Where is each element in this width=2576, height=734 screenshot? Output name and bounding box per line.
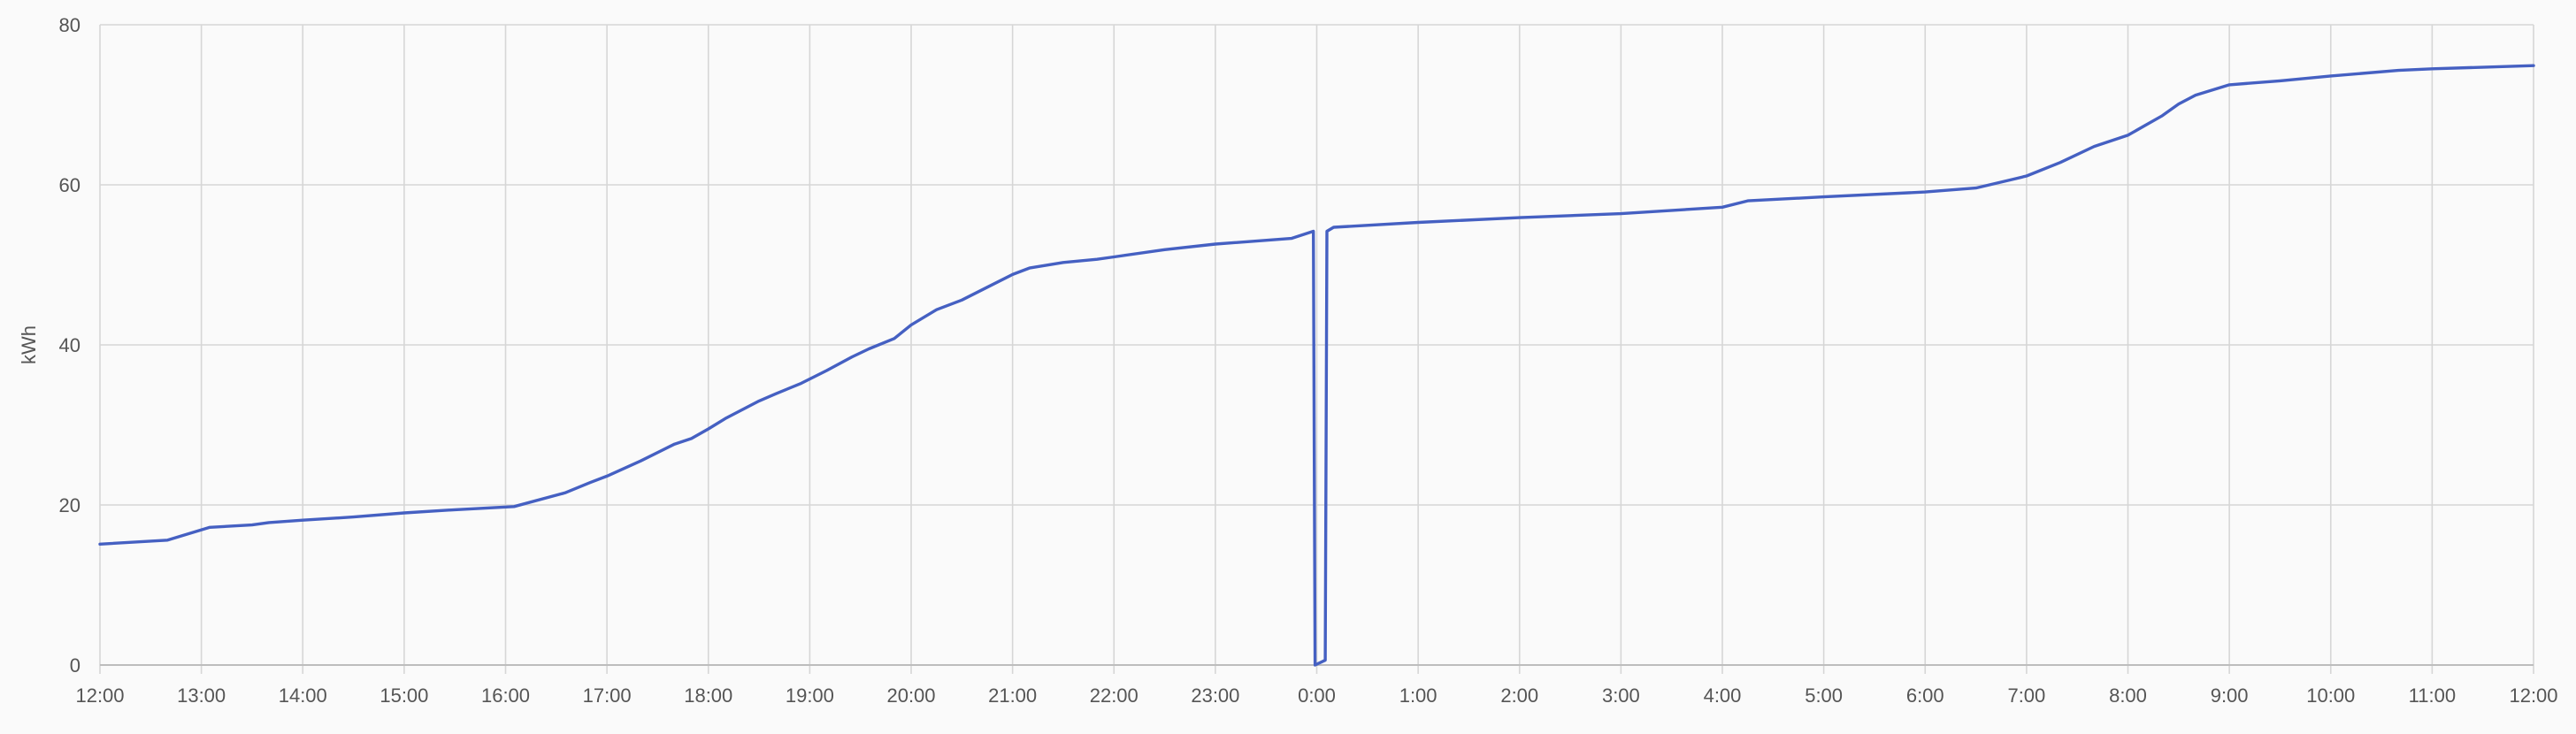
x-tick-label: 16:00 — [481, 684, 530, 707]
y-tick-label: 0 — [70, 654, 80, 677]
x-tick-label: 10:00 — [2306, 684, 2355, 707]
x-tick-label: 13:00 — [177, 684, 226, 707]
y-tick-label: 60 — [59, 174, 80, 196]
x-tick-label: 3:00 — [1602, 684, 1640, 707]
series-group — [98, 64, 2535, 667]
vertical-gridlines — [99, 25, 2534, 674]
x-tick-label: 2:00 — [1500, 684, 1538, 707]
x-tick-label: 12:00 — [2509, 684, 2557, 707]
y-tick-label: 40 — [59, 334, 80, 356]
x-tick-label: 4:00 — [1704, 684, 1742, 707]
x-axis-tick-labels: 12:00 13:00 14:00 15:00 16:00 17:00 18:00 19:00… — [75, 684, 2557, 707]
x-tick-label: 12:00 — [75, 684, 124, 707]
x-tick-label: 8:00 — [2109, 684, 2147, 707]
x-tick-label: 5:00 — [1805, 684, 1843, 707]
x-tick-label: 19:00 — [786, 684, 834, 707]
x-tick-label: 22:00 — [1090, 684, 1138, 707]
y-axis-tick-labels: 0 20 40 60 80 — [59, 14, 80, 677]
x-tick-label: 7:00 — [2007, 684, 2045, 707]
x-tick-label: 17:00 — [583, 684, 632, 707]
x-tick-label: 20:00 — [886, 684, 935, 707]
x-tick-label: 11:00 — [2409, 684, 2456, 707]
x-tick-label: 14:00 — [279, 684, 327, 707]
x-tick-label: 6:00 — [1906, 684, 1944, 707]
x-tick-label: 0:00 — [1298, 684, 1336, 707]
y-axis-label: kWh — [18, 325, 40, 364]
x-tick-label: 15:00 — [380, 684, 428, 707]
x-tick-label: 1:00 — [1399, 684, 1438, 707]
x-tick-label: 21:00 — [988, 684, 1037, 707]
series-line-0 — [98, 64, 2535, 667]
y-tick-label: 80 — [59, 14, 80, 36]
x-tick-label: 9:00 — [2211, 684, 2249, 707]
y-tick-label: 20 — [59, 494, 80, 516]
x-tick-label: 18:00 — [684, 684, 732, 707]
x-tick-label: 23:00 — [1191, 684, 1239, 707]
